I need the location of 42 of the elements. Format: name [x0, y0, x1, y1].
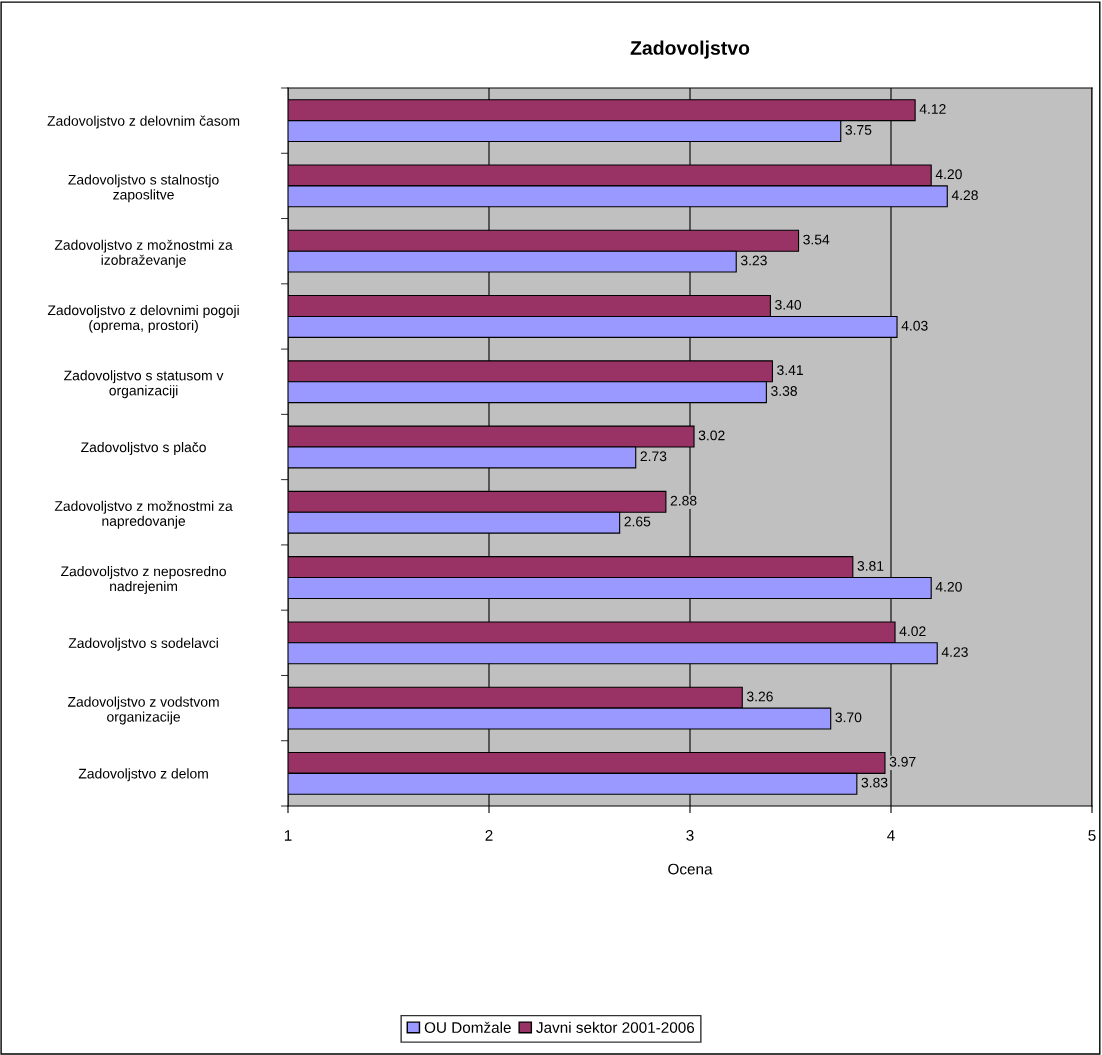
data-label: 4.02: [899, 626, 926, 637]
y-tick-label: Zadovoljstvo z delovnimi pogoji (oprema, prostori): [47, 304, 239, 333]
data-label: 3.40: [775, 299, 802, 310]
data-label: 4.23: [941, 647, 968, 657]
y-tick-label: Zadovoljstvo s plačo: [81, 441, 206, 455]
data-label: 4.12: [919, 104, 946, 114]
data-label: 3.23: [740, 255, 767, 266]
y-tick-label: Zadovoljstvo s sodelavci: [68, 637, 218, 651]
y-tick-label: Zadovoljstvo s stalnostjo zaposlitve: [68, 174, 219, 203]
x-axis-title: Ocena: [668, 863, 713, 875]
legend-label: Javni sektor 2001-2006: [536, 1021, 695, 1033]
data-label: 3.70: [835, 712, 862, 723]
chart-title: Zadovoljstvo: [630, 40, 750, 59]
data-label: 3.02: [698, 430, 725, 441]
data-label: 3.97: [889, 756, 916, 767]
data-label: 3.26: [746, 691, 773, 702]
data-label: 3.75: [845, 124, 872, 135]
data-label: 4.20: [935, 169, 962, 180]
data-label: 2.73: [640, 451, 667, 462]
y-tick-label: Zadovoljstvo s statusom v organizaciji: [64, 370, 224, 399]
data-label: 2.65: [624, 516, 651, 527]
data-label: 4.28: [951, 190, 978, 201]
y-tick-label: Zadovoljstvo z možnostmi za napredovanje: [54, 500, 233, 529]
data-label: 3.81: [857, 561, 884, 571]
data-label: 2.88: [670, 495, 697, 506]
y-tick-label: Zadovoljstvo z neposredno nadrejenim: [61, 566, 226, 594]
data-label: 3.41: [777, 365, 803, 376]
x-tick-label: 3: [686, 830, 694, 841]
y-tick-label: Zadovoljstvo z možnostmi za izobraževanje: [54, 239, 233, 268]
x-tick-label: 1: [284, 830, 292, 841]
x-tick-label: 5: [1088, 830, 1096, 841]
data-label: 3.83: [861, 777, 888, 788]
x-tick-label: 4: [887, 830, 895, 841]
x-tick-label: 2: [485, 830, 493, 841]
y-tick-label: Zadovoljstvo z delom: [78, 768, 208, 782]
data-label: 3.38: [771, 386, 797, 396]
data-label: 4.03: [901, 320, 928, 331]
legend-label: OU Domžale: [424, 1021, 511, 1033]
data-label: 3.54: [803, 234, 830, 245]
y-tick-label: Zadovoljstvo z vodstvom organizacije: [67, 696, 219, 725]
y-tick-label: Zadovoljstvo z delovnim časom: [47, 115, 240, 129]
data-label: 4.20: [935, 581, 962, 592]
